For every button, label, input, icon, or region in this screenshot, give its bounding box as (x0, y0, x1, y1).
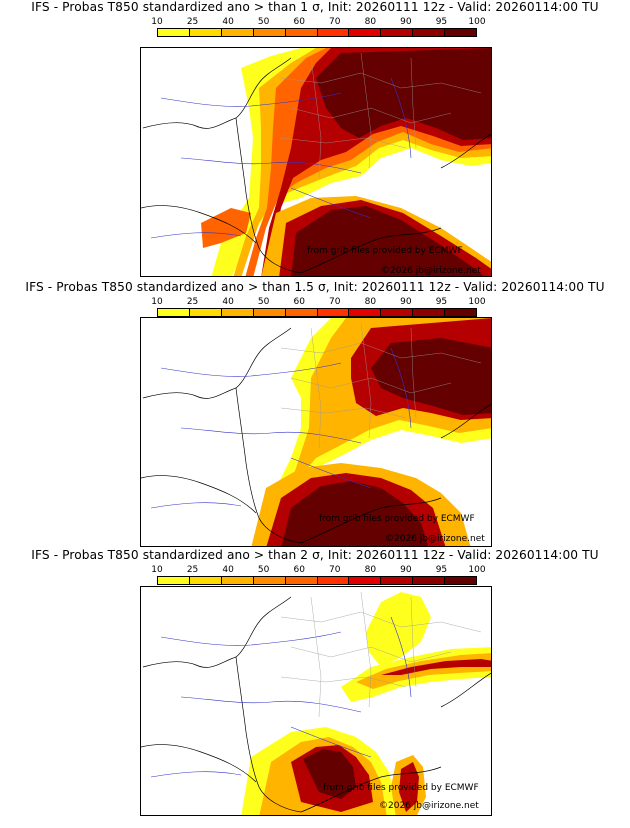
map-panel-2: IFS - Probas T850 standardized ano > tha… (0, 280, 630, 550)
legend-tick-label: 80 (364, 565, 377, 575)
legend-tick-label: 50 (257, 565, 270, 575)
legend-swatch (158, 309, 190, 316)
borders (280, 52, 482, 179)
legend-tick-label: 10 (151, 297, 163, 307)
legend-swatch (253, 577, 286, 584)
legend-swatch (317, 29, 350, 36)
legend-swatch (189, 309, 222, 316)
legend-swatches (157, 576, 477, 585)
legend-swatch (253, 309, 286, 316)
credit-source: from grib files provided by ECMWF (323, 783, 479, 793)
borders (280, 322, 482, 449)
legend-labels: 10 25 40 50 60 70 80 90 95 100 (151, 297, 485, 308)
probability-map: from grib files provided by ECMWF ©2026 … (140, 47, 492, 277)
legend-tick-label: 95 (435, 17, 448, 27)
legend-tick-label: 60 (293, 17, 305, 27)
legend-swatch (158, 577, 190, 584)
probability-shading (201, 48, 491, 276)
legend-tick-label: 100 (468, 297, 486, 307)
legend-swatch (317, 309, 350, 316)
legend-swatch (413, 309, 446, 316)
legend-swatch (221, 29, 254, 36)
legend-tick-label: 70 (329, 17, 341, 27)
legend-swatch (285, 309, 318, 316)
map-graphic (141, 48, 491, 276)
legend-tick-label: 100 (468, 565, 486, 575)
probability-shading (251, 318, 491, 546)
legend-tick-label: 90 (400, 565, 412, 575)
legend-tick-label: 95 (435, 565, 448, 575)
legend-swatch (381, 29, 414, 36)
legend-swatch (413, 577, 446, 584)
legend-tick-label: 60 (293, 565, 305, 575)
legend-tick-label: 60 (293, 297, 305, 307)
legend-swatch (221, 577, 254, 584)
legend-swatch (189, 577, 222, 584)
map-graphic (141, 591, 491, 815)
legend-swatch (349, 577, 382, 584)
legend-swatch (285, 577, 318, 584)
legend-labels: 10 25 40 50 60 70 80 90 95 100 (151, 17, 485, 28)
legend-tick-label: 80 (364, 297, 377, 307)
credit-copyright: ©2026 jb@irizone.net (385, 534, 485, 544)
coastlines (141, 327, 491, 544)
legend-swatch (445, 309, 477, 316)
legend-tick-label: 100 (468, 17, 486, 27)
legend-swatch (445, 29, 477, 36)
panel-title: IFS - Probas T850 standardized ano > tha… (25, 280, 605, 294)
legend-tick-label: 25 (186, 17, 199, 27)
legend-swatch (381, 309, 414, 316)
legend-tick-label: 40 (222, 297, 234, 307)
map-panel-3: IFS - Probas T850 standardized ano > tha… (0, 548, 630, 818)
coastlines (141, 596, 491, 813)
legend-tick-label: 95 (435, 297, 448, 307)
coastlines (141, 57, 491, 274)
legend-swatch (253, 29, 286, 36)
credit-source: from grib files provided by ECMWF (319, 514, 475, 524)
map-graphic (141, 318, 491, 546)
legend-tick-label: 50 (257, 17, 270, 27)
legend-tick-label: 25 (186, 565, 199, 575)
legend-swatches (157, 308, 477, 317)
probability-map: from grib files provided by ECMWF ©2026 … (140, 317, 492, 547)
legend-tick-label: 90 (400, 17, 412, 27)
probability-map: from grib files provided by ECMWF ©2026 … (140, 586, 492, 816)
rivers (150, 77, 412, 239)
legend-tick-label: 40 (222, 565, 234, 575)
credit-copyright: ©2026 jb@irizone.net (379, 801, 479, 811)
legend-swatch (158, 29, 190, 36)
legend-swatch (221, 309, 254, 316)
credit-copyright: ©2026 jb@irizone.net (381, 266, 481, 276)
legend-swatch (349, 29, 382, 36)
legend-labels: 10 25 40 50 60 70 80 90 95 100 (151, 565, 485, 576)
map-panel-1: IFS - Probas T850 standardized ano > tha… (0, 0, 630, 277)
legend-tick-label: 80 (364, 17, 377, 27)
legend-swatch (317, 577, 350, 584)
legend-swatch (189, 29, 222, 36)
panel-title: IFS - Probas T850 standardized ano > tha… (31, 548, 599, 562)
panel-title: IFS - Probas T850 standardized ano > tha… (31, 0, 599, 14)
legend-tick-label: 70 (329, 297, 341, 307)
legend-tick-label: 10 (151, 565, 163, 575)
legend-swatch (445, 577, 477, 584)
legend-tick-label: 10 (151, 17, 163, 27)
credit-source: from grib files provided by ECMWF (307, 246, 463, 256)
legend-swatch (413, 29, 446, 36)
legend-tick-label: 70 (329, 565, 341, 575)
legend-tick-label: 90 (400, 297, 412, 307)
rivers (150, 616, 412, 778)
legend-swatch (285, 29, 318, 36)
probability-shading (241, 592, 491, 815)
legend-tick-label: 50 (257, 297, 270, 307)
legend-swatch (381, 577, 414, 584)
legend-swatches (157, 28, 477, 37)
borders (280, 591, 482, 718)
legend-tick-label: 40 (222, 17, 234, 27)
legend-tick-label: 25 (186, 297, 199, 307)
legend-swatch (349, 309, 382, 316)
